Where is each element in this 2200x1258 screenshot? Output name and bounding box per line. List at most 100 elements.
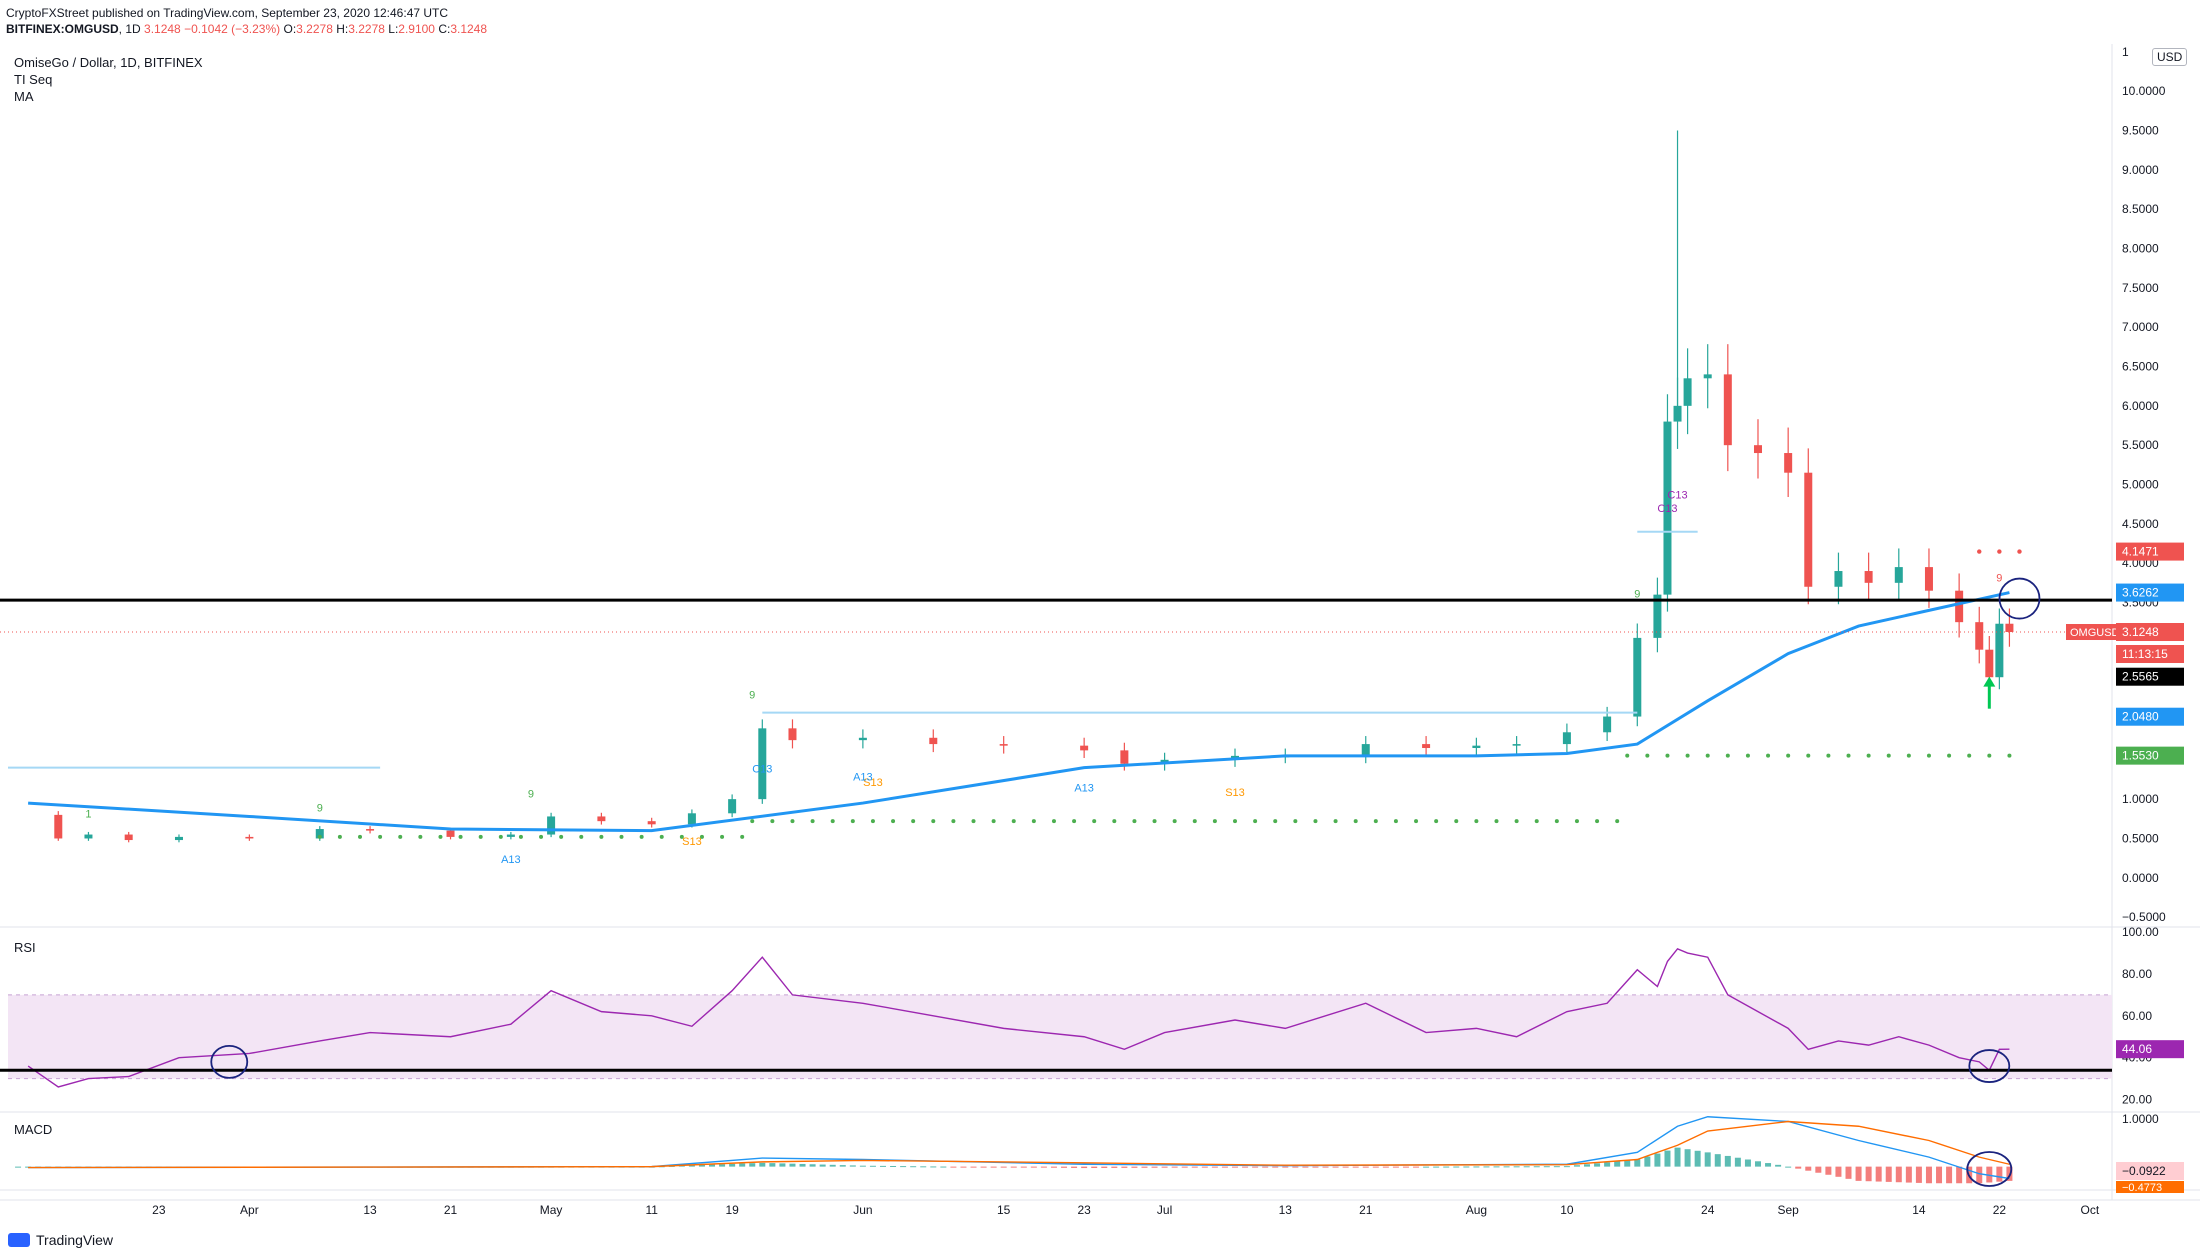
macd-histogram-bar [1624,1160,1631,1167]
tdst-support-dot [1967,753,1972,758]
candle-body [315,829,324,839]
td-seq-label: A13 [1074,782,1094,794]
price-tick-label: −0.5000 [2122,910,2166,924]
price-axis-tag [2116,542,2184,561]
td-seq-label: S13 [682,836,702,848]
macd-histogram-bar [849,1165,856,1167]
macd-histogram-bar [739,1163,746,1167]
tdst-support-dot [1725,753,1730,758]
price-tick-label: 1 [2122,45,2129,59]
price-axis-tag [2116,583,2184,602]
macd-histogram-bar [1050,1166,1057,1168]
macd-histogram-bar [1865,1166,1872,1182]
macd-histogram-bar [1594,1163,1601,1167]
td-seq-label: 9 [1996,572,2002,584]
legend-ti-seq[interactable]: TI Seq [14,72,53,87]
tdst-resistance-dot [2017,549,2022,554]
legend-title[interactable]: OmiseGo / Dollar, 1D, BITFINEX [14,55,203,70]
macd-value-tag [2116,1162,2184,1181]
candle-body [84,834,93,839]
price-tick-label: 0.0000 [2122,871,2159,885]
tdst-support-dot [1554,819,1559,824]
td-seq-label: 1 [85,809,91,821]
time-tick-label: May [540,1203,563,1217]
tdst-support-dot [1172,819,1177,824]
macd-histogram-bar [1423,1166,1430,1168]
rsi-band [8,994,2112,1079]
macd-histogram-bar [1976,1166,1983,1184]
macd-histogram-bar [879,1165,886,1167]
macd-histogram-bar [1875,1166,1882,1182]
tdst-support-dot [1786,753,1791,758]
candle-body [858,737,867,741]
macd-signal-tag [2116,1181,2184,1194]
macd-histogram-bar [1724,1155,1731,1167]
symbol: BITFINEX:OMGUSD [6,22,119,36]
tdst-support-dot [458,834,463,839]
high-value: 3.2278 [348,22,385,36]
tdst-support-dot [1826,753,1831,758]
ohlc-prefix: 3.1248 [144,22,181,36]
time-tick-label: 11 [645,1203,658,1217]
macd-histogram-bar [1372,1166,1379,1168]
macd-value-label: −0.0922 [2122,1164,2166,1178]
tdst-support-dot [1192,819,1197,824]
legend-ma[interactable]: MA [14,89,34,104]
candle-body [1753,445,1762,454]
tdst-support-dot [911,819,916,824]
tdst-support-dot [1212,819,1217,824]
rsi-tick-label: 60.00 [2122,1009,2152,1023]
td-seq-label: C13 [1667,489,1687,501]
macd-histogram-bar [1996,1166,2003,1182]
candle-body [597,816,606,822]
rsi-tick-label: 100.00 [2122,925,2159,939]
tdst-support-dot [1353,819,1358,824]
macd-histogram-bar [1563,1166,1570,1168]
tdst-support-dot [1926,753,1931,758]
candle-body [245,836,254,839]
macd-histogram-bar [1242,1166,1249,1168]
macd-histogram-bar [809,1164,816,1167]
candle-body [124,834,133,841]
macd-histogram-bar [1040,1166,1047,1168]
macd-histogram-bar [1252,1166,1259,1168]
macd-histogram-bar [1543,1166,1550,1168]
macd-histogram-bar [2006,1166,2013,1181]
moving-average-line [28,591,2010,833]
macd-histogram-bar [1332,1166,1339,1168]
tdst-support-dot [1092,819,1097,824]
tdst-support-dot [971,819,976,824]
tdst-support-dot [498,834,503,839]
candle-body [728,799,737,814]
macd-histogram-bar [1674,1147,1681,1167]
rsi-tick-label: 20.00 [2122,1093,2152,1107]
rsi-label: RSI [14,940,36,955]
macd-histogram-bar [1030,1166,1037,1168]
candle-body [1512,744,1521,746]
price-axis-tag-label: 3.6262 [2122,586,2159,600]
macd-histogram-bar [920,1166,927,1168]
candle-body [1804,472,1813,587]
macd-histogram-bar [1936,1166,1943,1184]
time-tick-label: 19 [725,1203,739,1217]
candle-body [174,836,183,841]
candle-body [1472,745,1481,749]
macd-histogram-bar [1201,1166,1208,1168]
tdst-support-dot [2007,753,2012,758]
tdst-support-dot [1685,753,1690,758]
tradingview-brand[interactable]: TradingView [8,1232,113,1248]
price-tick-label: 7.0000 [2122,320,2159,334]
tdst-support-dot [1313,819,1318,824]
interval: 1D [125,22,141,36]
currency-button[interactable]: USD [2152,48,2188,66]
candle-body [1975,622,1984,650]
macd-histogram-bar [1664,1150,1671,1167]
rsi-tick-label: 80.00 [2122,967,2152,981]
td-seq-label: 9 [1634,588,1640,600]
candle-body [999,744,1008,746]
macd-histogram-bar [1604,1162,1611,1167]
candle-body [1653,594,1662,638]
tdst-support-dot [1273,819,1278,824]
macd-histogram-bar [1513,1166,1520,1168]
